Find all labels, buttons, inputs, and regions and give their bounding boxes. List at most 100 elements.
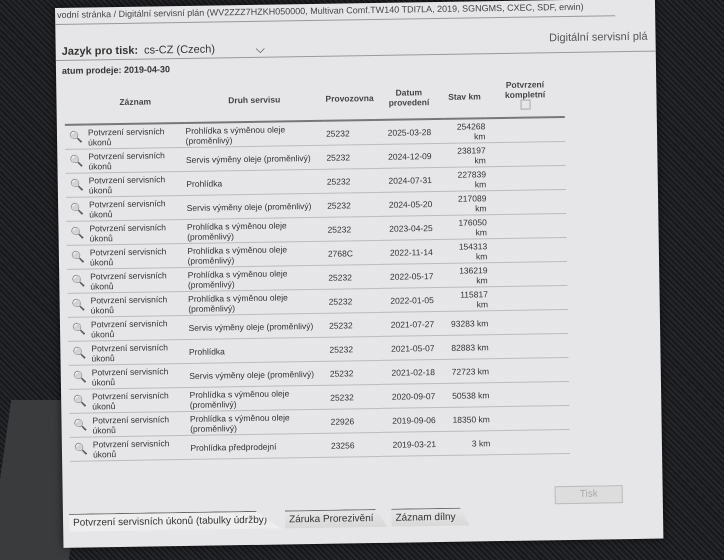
table-cell: 93283 km [446,310,490,336]
table-cell: 136219 km [445,262,489,288]
column-header: Potvrzení kompletní [485,74,565,119]
table-cell: 2025-03-28 [375,118,444,145]
confirm-cell [488,261,568,287]
table-cell: 2019-03-21 [379,431,449,457]
magnifier-icon[interactable]: 🔍 [68,388,92,414]
confirm-cell [490,381,570,407]
table-cell: 2022-05-17 [377,263,447,289]
table-cell: 227839 km [444,166,488,192]
table-cell: Potvrzení servisních úkonů [91,435,190,461]
table-cell: 23256 [329,432,381,458]
table-cell: 25232 [325,192,377,218]
table-cell: 25232 [327,264,378,290]
table-cell: 18350 km [448,406,492,432]
confirm-cell [490,405,570,431]
magnifier-icon[interactable]: 🔍 [64,124,88,150]
magnifier-icon[interactable]: 🔍 [67,316,91,342]
column-header: Záznam [86,79,185,125]
table-cell: 2768C [326,240,378,266]
table-cell: Potvrzení servisních úkonů [91,411,190,437]
column-header: Datum provedení [374,75,444,120]
language-label: Jazyk pro tisk: [61,44,139,58]
table-cell: 2023-04-25 [376,215,446,241]
tab-1[interactable]: Záruka Prorezivění [285,509,388,529]
confirm-cell [486,141,566,167]
table-cell: 25232 [325,168,377,194]
table-cell: Potvrzení servisních úkonů [90,363,189,389]
magnifier-icon[interactable]: 🔍 [67,292,90,318]
magnifier-icon[interactable]: 🔍 [68,340,91,366]
table-cell: 25232 [326,216,377,242]
magnifier-icon[interactable]: 🔍 [69,412,92,438]
printed-page: vodní stránka / Digitální servisní plán … [55,0,664,548]
confirm-cell [486,165,566,191]
magnifier-icon[interactable]: 🔍 [65,149,88,174]
column-header: Druh servisu [183,77,325,123]
confirm-cell [488,285,568,311]
confirm-cell [487,213,567,239]
table-cell: Prohlídka s výměnou oleje (proměnlivý) [188,409,330,436]
confirm-cell [491,429,571,455]
table-cell: Potvrzení servisních úkonů [87,147,186,174]
table-cell: 25232 [328,336,379,362]
magnifier-icon[interactable]: 🔍 [66,244,90,270]
confirm-cell [487,189,567,215]
confirm-cell [488,237,568,263]
table-cell: 2021-07-27 [378,311,447,337]
table-cell: Potvrzení servisních úkonů [88,243,187,269]
magnifier-icon[interactable]: 🔍 [65,173,88,198]
table-cell: 176050 km [444,214,489,240]
table-cell: Prohlídka s výměnou oleje (proměnlivý) [186,241,328,268]
magnifier-icon[interactable]: 🔍 [66,221,89,246]
table-cell: 25232 [327,288,379,314]
language-value: cs-CZ (Czech) [144,43,216,57]
select-all-checkbox[interactable] [520,99,531,110]
table-cell: Prohlídka [185,169,326,196]
tab-bar: Potvrzení servisních úkonů (tabulky údrž… [69,507,474,531]
table-cell: 115817 km [446,286,490,312]
tab-0[interactable]: Potvrzení servisních úkonů (tabulky údrž… [69,511,281,532]
column-header: Provozovna [324,76,376,121]
table-cell: 22926 [329,408,380,434]
magnifier-icon[interactable]: 🔍 [67,268,90,294]
table-cell: 2020-09-07 [379,383,449,409]
table-cell: Potvrzení servisních úkonů [90,387,189,413]
language-selector[interactable]: Jazyk pro tisk: cs-CZ (Czech) [62,43,215,57]
table-cell: Potvrzení servisních úkonů [89,291,188,317]
confirm-cell [486,117,566,143]
right-title: Digitální servisní plá [549,30,648,45]
table-cell: Potvrzení servisních úkonů [86,122,185,150]
table-cell: 2021-05-07 [378,335,448,361]
table-cell: Potvrzení servisních úkonů [88,219,187,245]
table-cell: 72723 km [447,358,491,384]
chevron-down-icon[interactable]: ⌵ [255,41,265,56]
table-cell: 50538 km [447,382,491,408]
table-cell: 217089 km [444,190,488,216]
magnifier-icon[interactable]: 🔍 [65,197,89,222]
table-cell: Potvrzení servisních úkonů [87,171,186,198]
table-cell: 238197 km [443,142,487,168]
table-cell: Potvrzení servisních úkonů [89,315,188,341]
print-button[interactable]: Tisk [554,485,623,505]
table-cell: 2022-01-05 [377,287,447,313]
table-cell: Servis výměny oleje (proměnlivý) [187,313,329,340]
table-cell: 25232 [328,360,380,386]
table-cell: 2024-05-20 [376,191,445,217]
table-cell: 25232 [328,384,380,410]
column-header: Stav km [442,75,487,119]
tab-2[interactable]: Záznam dílny [391,508,469,527]
magnifier-icon[interactable]: 🔍 [69,436,93,462]
table-cell: 2022-11-14 [376,239,446,265]
magnifier-icon[interactable]: 🔍 [68,364,91,390]
table-cell: Servis výměny oleje (proměnlivý) [184,145,326,172]
table-cell: Potvrzení servisních úkonů [90,339,189,365]
table-cell: Potvrzení servisních úkonů [87,195,186,222]
table-cell: 154313 km [445,238,489,264]
table-cell: 254268 km [443,118,487,144]
table-cell: Prohlídka s výměnou oleje (proměnlivý) [185,217,327,244]
service-table: Záznam Druh servisu Provozovna Datum proved… [64,74,571,462]
table-cell: Prohlídka předprodejní [189,433,331,460]
table-cell: 2024-07-31 [375,167,445,193]
table-cell: Potvrzení servisních úkonů [89,267,187,293]
table-cell: Prohlídka s výměnou oleje (proměnlivý) [188,385,330,412]
